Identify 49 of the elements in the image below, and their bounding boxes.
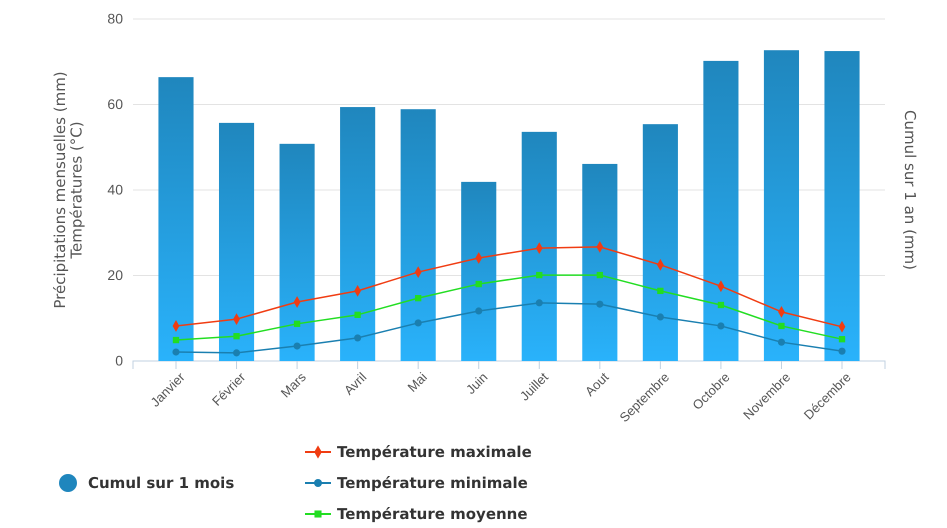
bar [218,122,254,361]
bar [522,132,557,361]
point [414,319,422,327]
point [294,320,300,327]
point [778,322,785,330]
legend-label: Température maximale [337,443,532,461]
point [656,313,664,321]
point [778,338,786,346]
legend-label: Température minimale [337,474,528,492]
point [354,312,361,318]
bar [764,50,800,361]
point [415,294,422,302]
point [233,333,240,340]
legend-label: Température moyenne [337,505,528,523]
y-tick-label: 0 [115,352,124,368]
legend-label: Cumul sur 1 mois [88,474,234,492]
y-tick-label: 20 [107,266,124,283]
y-axis-title: Précipitations mensuelles (mm) Températures (°C) [51,71,86,309]
point [172,348,180,356]
y-tick-label: 80 [107,10,124,26]
point [838,336,846,342]
point [475,307,482,315]
bar [824,51,860,361]
point [172,336,180,344]
x-tick-label: Juin [462,369,490,397]
y2-axis-title: Cumul sur 1 an (mm) [901,110,919,270]
point [232,349,240,356]
y-tick-label: 40 [107,181,124,198]
point [536,272,542,278]
point [838,348,846,355]
point [718,302,724,308]
point [536,299,543,306]
point [596,272,603,278]
bar [400,109,436,361]
y-tick-label: 60 [107,96,124,112]
point [476,280,482,288]
point [596,300,604,308]
point [657,288,664,294]
bar [280,144,315,361]
bar [703,60,738,361]
bar [340,107,376,361]
point [717,322,724,330]
point [294,342,301,350]
bar [461,182,496,361]
point [354,334,362,342]
bar [158,77,194,361]
x-tick-label: Mai [404,369,430,395]
bar [642,124,678,361]
bar [582,164,618,361]
